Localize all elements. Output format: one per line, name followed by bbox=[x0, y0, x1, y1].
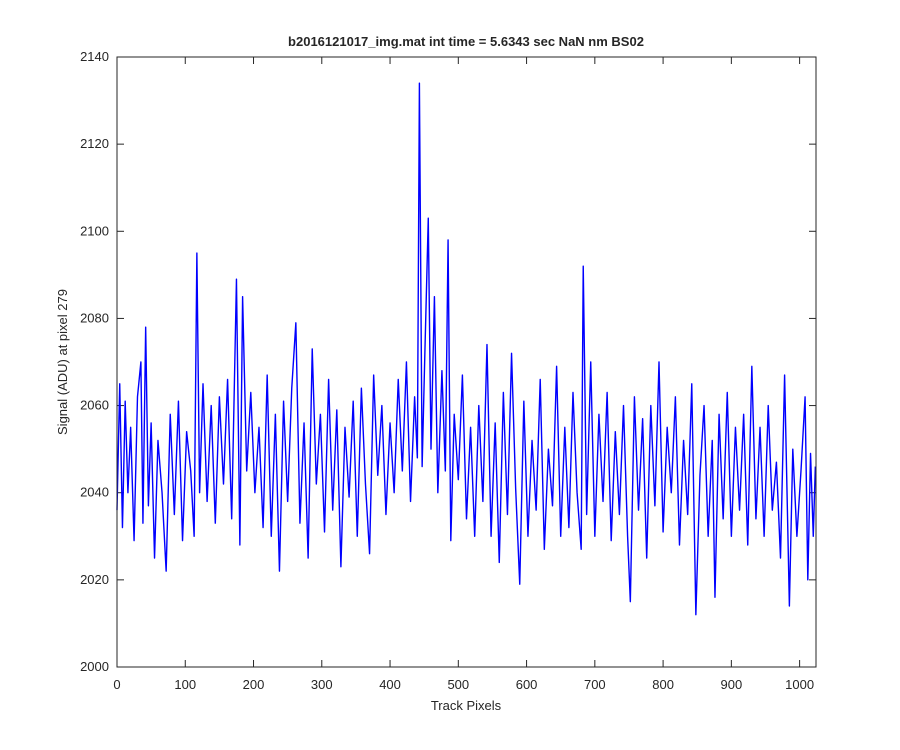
y-tick-label: 2100 bbox=[80, 223, 109, 238]
x-tick-label: 400 bbox=[379, 677, 401, 692]
y-tick-label: 2080 bbox=[80, 310, 109, 325]
x-tick-label: 500 bbox=[447, 677, 469, 692]
x-tick-label: 700 bbox=[584, 677, 606, 692]
x-tick-label: 800 bbox=[652, 677, 674, 692]
x-tick-label: 100 bbox=[174, 677, 196, 692]
x-tick-label: 900 bbox=[721, 677, 743, 692]
y-tick-label: 2060 bbox=[80, 398, 109, 413]
plot-frame bbox=[116, 56, 817, 668]
x-tick-label: 300 bbox=[311, 677, 333, 692]
x-axis-label: Track Pixels bbox=[431, 698, 502, 713]
data-line bbox=[116, 82, 817, 616]
chart-title: b2016121017_img.mat int time = 5.6343 se… bbox=[288, 34, 644, 49]
y-tick-label: 2140 bbox=[80, 49, 109, 64]
y-tick-label: 2020 bbox=[80, 572, 109, 587]
y-tick-label: 2120 bbox=[80, 136, 109, 151]
y-tick-label: 2040 bbox=[80, 485, 109, 500]
x-tick-label: 200 bbox=[243, 677, 265, 692]
y-tick-label: 2000 bbox=[80, 659, 109, 674]
x-tick-label: 0 bbox=[113, 677, 120, 692]
x-tick-label: 1000 bbox=[785, 677, 814, 692]
y-axis-label: Signal (ADU) at pixel 279 bbox=[55, 289, 70, 435]
x-tick-label: 600 bbox=[516, 677, 538, 692]
